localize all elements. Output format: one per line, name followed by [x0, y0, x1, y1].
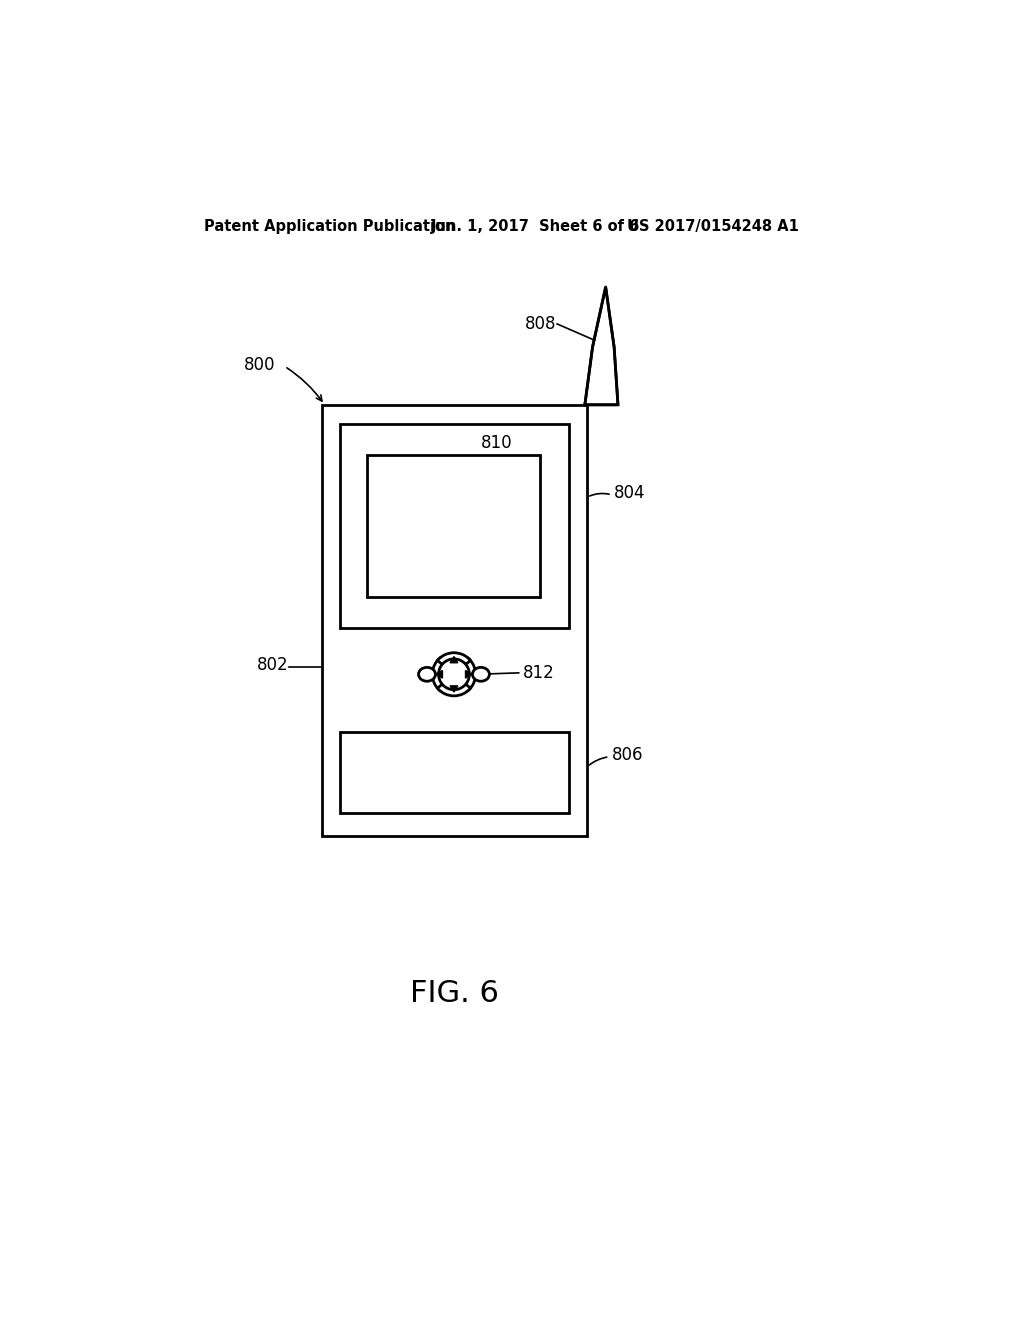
- Wedge shape: [437, 682, 470, 696]
- Text: 800: 800: [244, 356, 275, 374]
- Text: FIG. 6: FIG. 6: [410, 979, 499, 1008]
- Polygon shape: [451, 656, 458, 663]
- Polygon shape: [451, 686, 458, 692]
- Polygon shape: [436, 671, 442, 678]
- Text: 802: 802: [257, 656, 289, 675]
- Bar: [340, 733, 569, 813]
- Wedge shape: [437, 653, 470, 667]
- Ellipse shape: [472, 668, 489, 681]
- Wedge shape: [462, 657, 475, 690]
- Text: Patent Application Publication: Patent Application Publication: [204, 219, 456, 234]
- Text: 808: 808: [525, 315, 556, 333]
- Text: 806: 806: [611, 746, 643, 764]
- Text: Jun. 1, 2017  Sheet 6 of 6: Jun. 1, 2017 Sheet 6 of 6: [431, 219, 640, 234]
- Circle shape: [438, 659, 469, 689]
- Text: 810: 810: [481, 434, 513, 453]
- Polygon shape: [466, 671, 472, 678]
- Bar: [367, 455, 541, 598]
- Text: 812: 812: [523, 664, 555, 681]
- Polygon shape: [585, 286, 617, 405]
- Text: US 2017/0154248 A1: US 2017/0154248 A1: [628, 219, 799, 234]
- Text: 804: 804: [614, 484, 645, 503]
- Bar: [322, 405, 587, 836]
- Bar: [340, 424, 569, 628]
- Wedge shape: [432, 657, 446, 690]
- Ellipse shape: [419, 668, 435, 681]
